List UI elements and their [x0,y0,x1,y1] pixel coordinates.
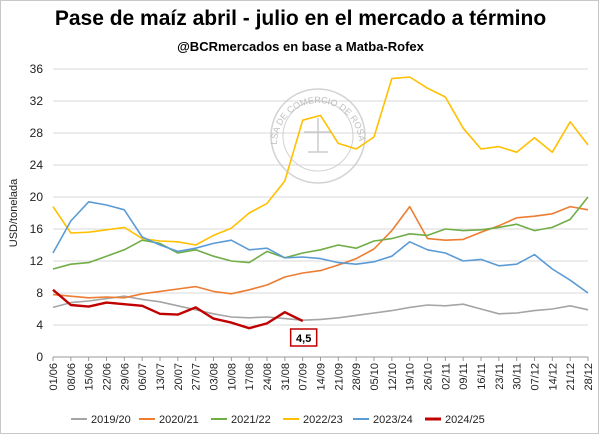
annotation-label: 4,5 [296,333,311,345]
x-tick-label: 28/09 [351,363,363,391]
x-tick-label: 19/10 [405,363,417,391]
x-tick-label: 03/08 [209,363,221,391]
series-line-2021-22 [52,196,589,270]
x-tick-label: 14/12 [547,363,559,391]
y-tick-label: 8 [36,286,43,300]
annotation-box [289,328,318,347]
legend-label: 2021/22 [231,414,271,426]
legend-label: 2022/23 [303,414,343,426]
y-tick-label: 28 [30,126,44,140]
x-tick-label: 07/09 [298,363,310,391]
x-tick-label: 20/07 [173,363,185,391]
watermark-seal-text: BOLSA DE COMERCIO DE ROSARIO [1,1,367,145]
x-tick-label: 21/09 [333,363,345,391]
chart-subtitle: @BCRmercados en base a Matba-Rofex [177,39,424,54]
y-tick-label: 4 [36,318,43,332]
x-tick-label: 22/06 [102,363,114,391]
x-tick-label: 09/11 [458,363,470,390]
x-tick-label: 13/07 [155,363,167,391]
x-tick-label: 08/06 [66,363,78,391]
y-tick-label: 16 [30,222,44,236]
x-tick-label: 05/10 [369,363,381,391]
legend-label: 2023/24 [373,414,413,426]
x-tick-label: 29/06 [119,363,131,391]
series-line-2024-25 [52,288,304,330]
x-tick-label: 10/08 [226,363,238,391]
y-tick-label: 0 [36,350,43,364]
y-tick-label: 36 [30,62,44,76]
x-tick-label: 24/08 [262,363,274,391]
x-tick-label: 12/10 [387,363,399,391]
series-line-2022-23 [52,76,589,246]
x-tick-label: 28/12 [583,363,595,391]
x-tick-label: 27/07 [191,363,203,391]
series-line-2023-24 [52,201,589,294]
x-tick-label: 31/08 [280,363,292,391]
x-tick-label: 15/06 [84,363,96,391]
series-line-2020-21 [52,205,589,299]
y-tick-label: 24 [30,158,44,172]
x-tick-label: 26/10 [423,363,435,391]
watermark-scale-icon [304,118,332,153]
watermark-seal-outer [270,88,366,184]
y-axis-label: USD/tonelada [8,178,20,247]
x-tick-label: 06/07 [137,363,149,391]
x-tick-label: 16/11 [476,363,488,390]
x-tick-label: 17/08 [244,363,256,391]
watermark-seal-inner [282,100,354,172]
x-tick-label: 21/12 [565,363,577,391]
x-tick-label: 23/11 [494,363,506,390]
x-tick-label: 01/06 [48,363,60,391]
legend-label: 2020/21 [159,414,199,426]
y-tick-label: 12 [30,254,44,268]
x-tick-label: 30/11 [512,363,524,390]
y-tick-label: 32 [30,94,44,108]
y-tick-label: 20 [30,190,44,204]
x-tick-label: 14/09 [316,363,328,391]
legend-label: 2024/25 [445,414,485,426]
x-tick-label: 02/11 [440,363,452,390]
chart-title: Pase de maíz abril - julio en el mercado… [54,7,547,30]
legend-label: 2019/20 [91,414,131,426]
x-tick-label: 07/12 [530,363,542,391]
series-line-2019-20 [52,295,589,321]
